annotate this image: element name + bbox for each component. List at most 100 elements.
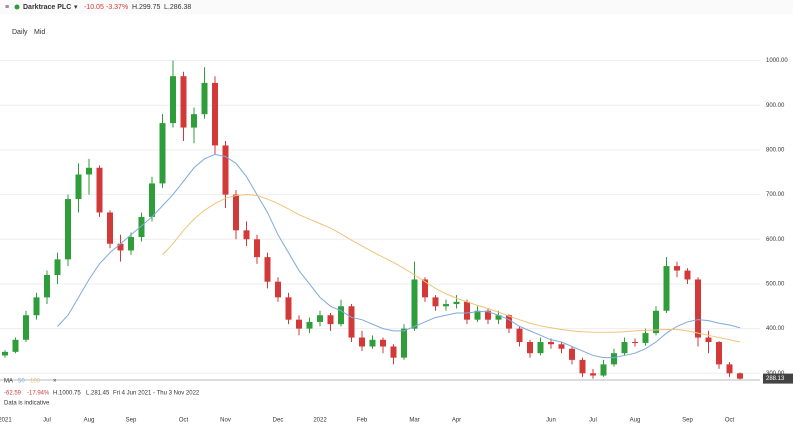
x-tick-label: 2022: [313, 418, 327, 424]
candle-body: [75, 174, 82, 200]
change-pct: -3.37%: [106, 4, 128, 11]
instrument-title[interactable]: Darktrace PLC: [23, 4, 71, 11]
candle-body: [663, 266, 670, 311]
candle-body: [579, 359, 586, 374]
candle-body: [275, 281, 281, 298]
candle-body: [233, 194, 239, 231]
dropdown-arrow[interactable]: ▾: [74, 4, 78, 11]
indicator-name: MA: [4, 379, 13, 385]
candle-body: [369, 339, 376, 347]
x-tick-label: Aug: [84, 418, 95, 424]
y-tick-label: 900.00: [766, 103, 785, 109]
candle-body: [695, 279, 701, 338]
candle-body: [254, 239, 260, 258]
candle-body: [611, 353, 617, 365]
candle-body: [621, 342, 628, 354]
candle-body: [2, 351, 8, 356]
candle-body: [590, 373, 596, 376]
x-tick-label: Feb: [357, 418, 368, 424]
ma-line: [57, 153, 741, 359]
candle-body: [716, 342, 722, 365]
candle-body: [422, 279, 428, 298]
x-tick-label: Mar: [409, 418, 419, 424]
candle-body: [243, 230, 250, 240]
x-tick-label: Jul: [589, 418, 597, 424]
y-tick-label: 500.00: [766, 282, 785, 288]
candle-body: [338, 306, 344, 325]
x-tick-label: Sep: [682, 418, 693, 424]
candle-body: [201, 82, 208, 115]
candle-body: [191, 114, 197, 128]
x-tick-label: Aug: [630, 418, 641, 424]
candle-body: [527, 342, 533, 354]
last-price-tag-bg: [763, 373, 793, 384]
close-indicator[interactable]: ×: [53, 379, 57, 385]
disclaimer: Data is indicative: [4, 401, 50, 407]
candle-body: [54, 259, 61, 276]
day-low: L.286.38: [164, 4, 191, 11]
status-dot: [14, 4, 20, 10]
candle-body: [138, 216, 145, 238]
candle-body: [632, 342, 638, 344]
menu-icon[interactable]: ≡: [5, 4, 9, 11]
candle-body: [705, 337, 712, 343]
candle-body: [212, 82, 218, 146]
day-high: H.299.75: [132, 4, 161, 11]
candle-body: [653, 310, 659, 334]
candle-body: [348, 306, 355, 338]
candle-body: [453, 301, 460, 305]
candle-body: [506, 315, 512, 329]
price-type[interactable]: Mid: [34, 29, 45, 36]
candle-body: [33, 297, 40, 316]
candle-body: [684, 270, 691, 280]
candle-body: [474, 310, 481, 320]
candle-body: [548, 342, 554, 345]
x-tick-label: 2021: [0, 418, 12, 424]
x-tick-label: Dec: [273, 418, 284, 424]
candle-body: [411, 279, 418, 329]
x-tick-label: Sep: [126, 418, 137, 424]
toolbar-bg: [0, 0, 793, 14]
x-tick-label: Jun: [546, 418, 556, 424]
candle-body: [117, 243, 124, 251]
candle-body: [159, 123, 166, 184]
candle-body: [222, 145, 229, 195]
candle-body: [65, 199, 71, 260]
candle-body: [306, 321, 313, 329]
candle-body: [674, 266, 680, 271]
candle-body: [317, 315, 323, 322]
x-tick-label: Apr: [452, 418, 461, 424]
y-tick-label: 700.00: [766, 192, 785, 198]
candle-body: [264, 257, 271, 282]
change: -10.05: [84, 4, 104, 11]
last-price-tag: 288.13: [766, 376, 785, 382]
candle-body: [737, 373, 743, 379]
legend-entry: 50: [18, 379, 25, 385]
interval[interactable]: Daily: [12, 29, 28, 36]
candle-body: [296, 319, 302, 329]
candle-body: [726, 364, 733, 374]
candle-body: [96, 167, 103, 213]
candle-body: [149, 183, 155, 217]
period-high: H.1000.75: [53, 391, 81, 397]
candle-body: [558, 344, 565, 349]
candle-body: [432, 297, 439, 307]
candle-body: [485, 310, 491, 320]
candle-body: [12, 339, 19, 352]
x-tick-label: Jul: [43, 418, 51, 424]
candle-body: [180, 76, 187, 128]
x-tick-label: Nov: [220, 418, 231, 424]
legend-entry: 100: [30, 379, 41, 385]
period-change-pct: -17.94%: [27, 391, 50, 397]
candle-body: [390, 346, 397, 358]
candle-body: [495, 315, 502, 320]
candle-body: [44, 275, 50, 298]
candle-body: [285, 297, 292, 320]
period-range: Fri 4 Jun 2021 - Thu 3 Nov 2022: [113, 391, 200, 397]
candle-body: [86, 167, 92, 175]
candle-body: [642, 333, 649, 343]
period-low: L.281.45: [86, 391, 110, 397]
candle-body: [327, 315, 334, 325]
candle-body: [128, 237, 134, 251]
